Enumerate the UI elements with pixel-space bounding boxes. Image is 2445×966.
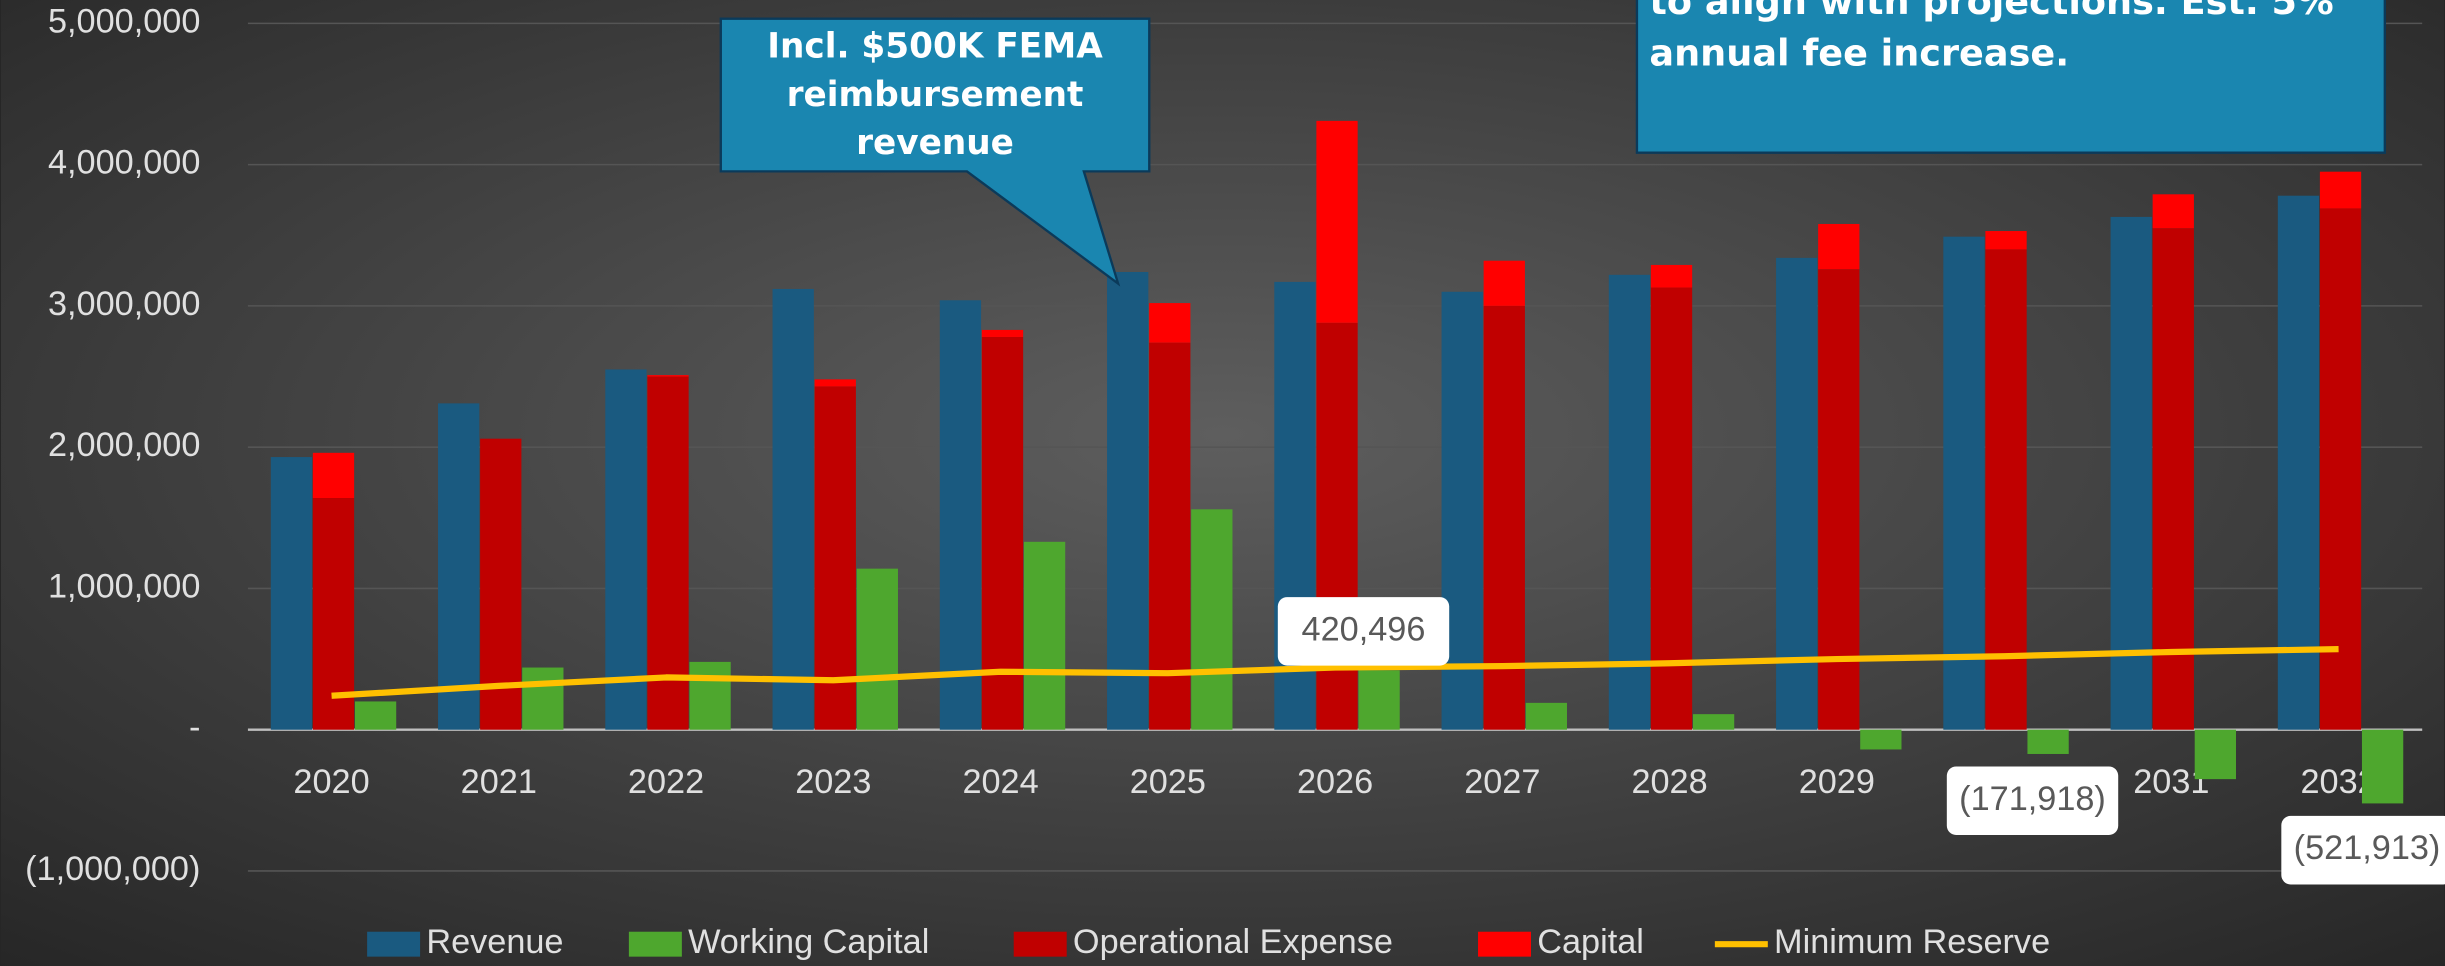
bar [1650, 287, 1693, 730]
data-label-box [2281, 815, 2445, 885]
y-tick-label: 3,000,000 [48, 285, 200, 323]
bar [2319, 208, 2362, 730]
callout-text: Incl. $500K FEMA reimbursement revenue [767, 28, 1103, 163]
bar [689, 661, 731, 730]
bar [1650, 264, 1693, 288]
data-label: (521,913) [2281, 815, 2445, 885]
callout: Incl. $500K FEMA reimbursement revenue [719, 17, 1151, 287]
legend-label: Minimum Reserve [1774, 923, 2050, 961]
bar [1525, 702, 1567, 730]
legend-label: Revenue [426, 923, 563, 961]
data-label-box [1946, 766, 2119, 835]
x-tick-label: 2029 [1799, 763, 1875, 801]
line [331, 646, 2339, 699]
bar [312, 452, 355, 499]
x-tick-label: 2022 [628, 763, 704, 801]
data-label-text: (521,913) [2294, 829, 2441, 867]
bar [1483, 305, 1525, 730]
legend-swatch [1013, 931, 1067, 957]
bar [270, 457, 313, 730]
y-tick-label: 1,000,000 [48, 567, 200, 605]
bar [480, 438, 522, 730]
callout-shape [1635, 0, 2386, 154]
data-label-text: 420,496 [1302, 610, 1426, 648]
callout-text: Reduced Season Passes revenues to align … [1649, 0, 2334, 75]
bar [438, 403, 480, 730]
bar [522, 667, 564, 730]
bar [1149, 303, 1191, 343]
bar [2152, 194, 2194, 229]
bar [1316, 120, 1358, 323]
legend-label: Capital [1537, 923, 1644, 961]
bar [814, 386, 856, 730]
legend-label: Working Capital [688, 923, 929, 961]
x-tick-label: 2026 [1297, 763, 1373, 801]
callout: Reduced Season Passes revenues to align … [1635, 0, 2386, 154]
y-tick-label: 4,000,000 [48, 144, 200, 182]
bar [2152, 228, 2194, 730]
callout-box: Reduced Season Passes revenues to align … [1649, 0, 2334, 75]
y-tick-label: 5,000,000 [48, 2, 200, 40]
y-tick-label: (1,000,000) [25, 850, 200, 888]
bar [647, 376, 689, 730]
bar [605, 369, 647, 730]
y-tick-label: - [189, 709, 200, 747]
bar [1191, 509, 1233, 730]
bar [1860, 729, 1902, 750]
data-label: (171,918) [1946, 766, 2119, 835]
bar [1692, 714, 1735, 730]
x-tick-label: 2027 [1464, 763, 1540, 801]
bar [2277, 195, 2320, 730]
bar [981, 336, 1024, 730]
legend-swatch [367, 931, 421, 957]
y-tick-label: 2,000,000 [48, 426, 200, 464]
bar [2110, 216, 2152, 730]
bar [1608, 274, 1651, 730]
data-label-text: (171,918) [1959, 780, 2106, 818]
bar [1149, 342, 1191, 730]
bar [354, 701, 397, 730]
bar [1818, 223, 1860, 270]
x-tick-label: 2028 [1631, 763, 1707, 801]
bar [2027, 729, 2069, 754]
bar [1483, 260, 1525, 306]
bar [772, 288, 814, 730]
bar [2194, 729, 2236, 780]
bar [939, 300, 982, 730]
x-tick-label: 2025 [1130, 763, 1206, 801]
x-tick-label: 2021 [461, 763, 537, 801]
bar [856, 568, 898, 730]
bar [1985, 231, 2027, 250]
legend-label: Operational Expense [1073, 923, 1393, 961]
bar [2361, 729, 2404, 804]
x-tick-label: 2023 [795, 763, 871, 801]
x-tick-label: 2020 [293, 763, 369, 801]
legend-swatch [628, 931, 682, 957]
bar [1776, 257, 1818, 730]
bar [2319, 171, 2362, 209]
bar [981, 329, 1024, 337]
data-label-box [1277, 597, 1450, 666]
bar [1358, 670, 1400, 730]
x-tick-label: 2024 [962, 763, 1038, 801]
bar [814, 379, 856, 387]
bar [1818, 269, 1860, 730]
callout-box: Incl. $500K FEMA reimbursement revenue [767, 28, 1103, 163]
bar [1023, 541, 1066, 730]
bar [312, 498, 355, 730]
bar [1985, 249, 2027, 730]
bar [647, 375, 689, 377]
bar [1943, 236, 1985, 730]
legend-swatch [1478, 931, 1531, 957]
callout-shape [719, 17, 1151, 287]
bar [1107, 271, 1149, 730]
data-label: 420,496 [1277, 597, 1450, 666]
